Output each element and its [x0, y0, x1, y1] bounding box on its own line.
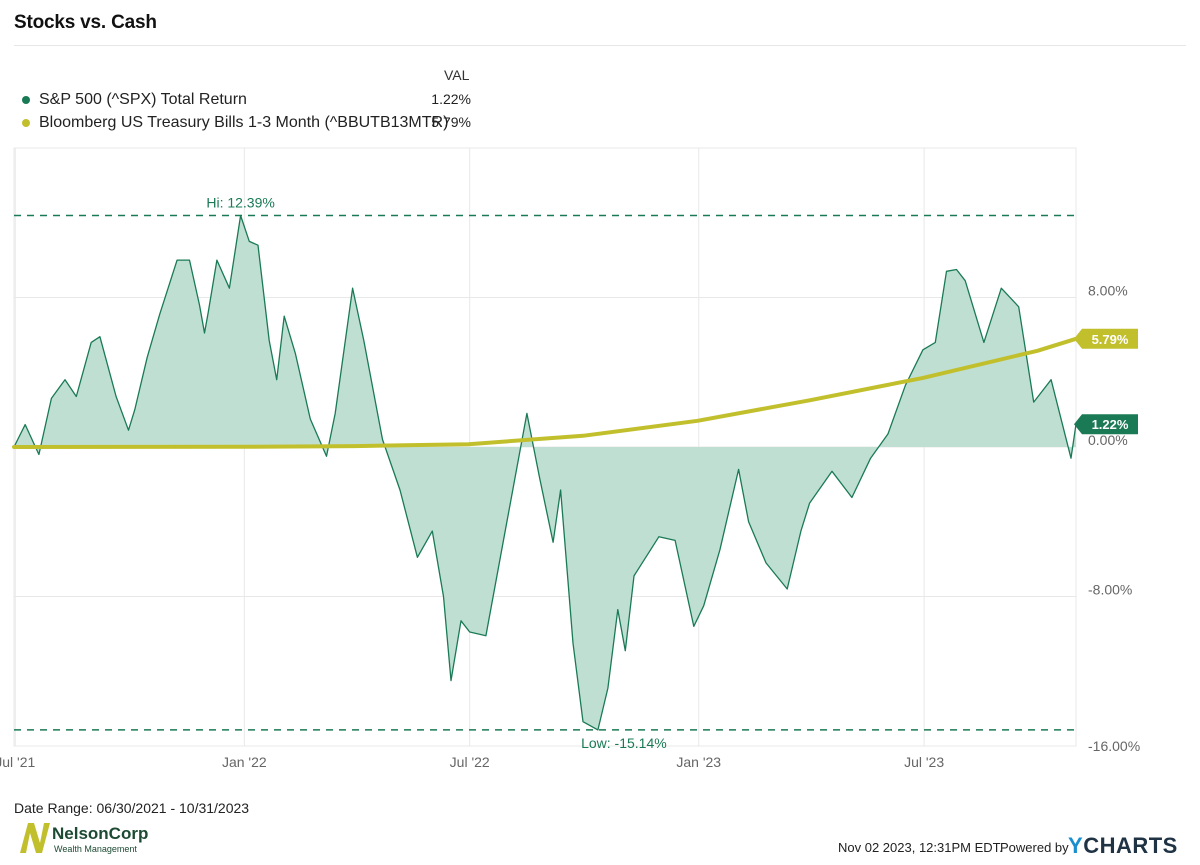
spx-end-tag-bg	[1074, 414, 1138, 435]
x-tick-label: Jan '23	[676, 754, 721, 770]
spx-end-tag: 1.22%	[1092, 417, 1129, 432]
nelsoncorp-logo: NelsonCorp Wealth Management	[18, 819, 148, 857]
x-tick-label: Jan '22	[222, 754, 267, 770]
legend-label-spx: S&P 500 (^SPX) Total Return	[39, 91, 247, 108]
x-tick-label: Jul '21	[0, 754, 35, 770]
date-range: Date Range: 06/30/2021 - 10/31/2023	[14, 800, 250, 816]
x-tick-label: Jul '23	[904, 754, 944, 770]
spx-dot-icon	[22, 96, 30, 104]
logo-name: NelsonCorp	[52, 824, 148, 843]
legend-value-header: VAL	[444, 67, 470, 83]
x-tick-label: Jul '22	[450, 754, 490, 770]
spx-line	[13, 214, 1077, 731]
logo-subtitle: Wealth Management	[54, 844, 137, 854]
low-label: Low: -15.14%	[581, 735, 667, 751]
tbill-end-tag: 5.79%	[1092, 332, 1129, 347]
chart-svg[interactable]: Jul '21 Jan '22 Jul '22 Jan '23 Jul '23 8.00%…	[0, 0, 1200, 800]
legend-item-spx[interactable]: S&P 500 (^SPX) Total Return	[22, 91, 247, 109]
chart-title: Stocks vs. Cash	[14, 12, 157, 33]
timestamp: Nov 02 2023, 12:31PM EDT.	[838, 840, 1003, 855]
legend-value-tbill: 5.79%	[431, 114, 471, 130]
hi-label: Hi: 12.39%	[206, 194, 274, 210]
y-tick-label: 0.00%	[1088, 432, 1128, 448]
ycharts-wordmark: CHARTS	[1083, 833, 1178, 858]
tbill-end-tag-bg	[1074, 328, 1138, 349]
y-tick-label: 8.00%	[1088, 283, 1128, 299]
legend-item-tbill[interactable]: Bloomberg US Treasury Bills 1-3 Month (^…	[22, 114, 448, 132]
y-tick-label: -16.00%	[1088, 738, 1140, 754]
tbill-dot-icon	[22, 119, 30, 127]
legend-value-spx: 1.22%	[431, 91, 471, 107]
y-tick-label: -8.00%	[1088, 582, 1132, 598]
ycharts-brand[interactable]: YCHARTS	[1068, 833, 1178, 859]
tbill-line	[12, 336, 1078, 449]
ycharts-y-mark: Y	[1068, 833, 1084, 858]
powered-by-label: Powered by	[1000, 840, 1069, 855]
spx-area-fill	[14, 215, 1076, 730]
title-divider	[14, 45, 1186, 46]
chart-area[interactable]: Jul '21 Jan '22 Jul '22 Jan '23 Jul '23 8.00%…	[0, 0, 1200, 800]
legend-label-tbill: Bloomberg US Treasury Bills 1-3 Month (^…	[39, 114, 449, 131]
